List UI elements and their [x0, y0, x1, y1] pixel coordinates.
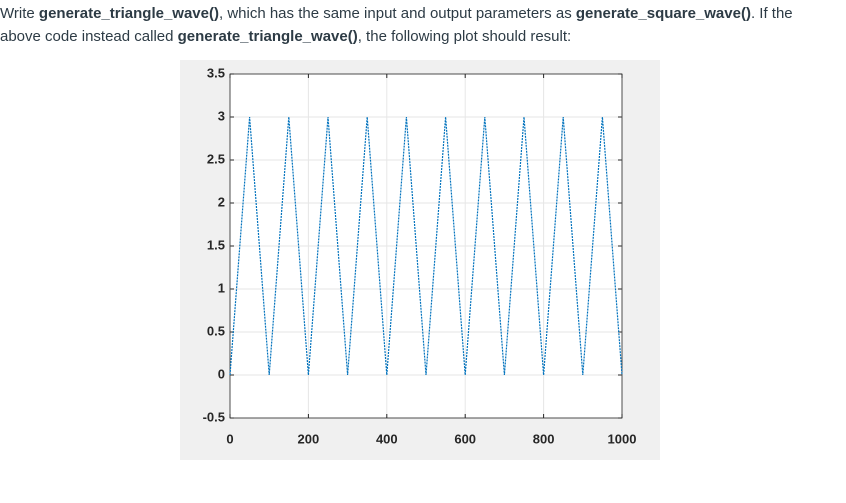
axes-box — [229, 73, 623, 419]
code-name: generate_square_wave() — [575, 5, 751, 22]
y-tick-label: 2 — [218, 194, 225, 209]
text-line: above code instead called generate_trian… — [0, 25, 846, 48]
y-tick-label: -0.5 — [203, 409, 225, 424]
code-name: generate_triangle_wave() — [38, 5, 219, 22]
x-tick-label: 600 — [454, 431, 476, 446]
text-run: Write — [0, 5, 39, 22]
x-tick-label: 400 — [376, 431, 398, 446]
code-name: generate_triangle_wave() — [177, 28, 358, 45]
y-tick-label: 1 — [218, 280, 225, 295]
text-run: above code instead called — [0, 28, 178, 45]
y-tick-label: 3 — [218, 108, 225, 123]
prompt-text: Write generate_triangle_wave(), which ha… — [0, 2, 846, 48]
y-tick-label: 3.5 — [207, 65, 225, 80]
data-line — [229, 116, 623, 376]
text-run: , the following plot should result: — [357, 28, 572, 45]
text-run: , which has the same input and output pa… — [218, 5, 576, 22]
x-tick-label: 1000 — [608, 431, 637, 446]
y-tick-label: 1.5 — [207, 237, 225, 252]
text-line: Write generate_triangle_wave(), which ha… — [0, 2, 846, 25]
y-tick-label: 0 — [218, 366, 225, 381]
y-tick-label: 0.5 — [207, 323, 225, 338]
x-tick-label: 0 — [226, 431, 233, 446]
x-tick-label: 800 — [533, 431, 555, 446]
text-run: . If the — [750, 5, 793, 22]
y-tick-label: 2.5 — [207, 151, 225, 166]
x-tick-label: 200 — [298, 431, 320, 446]
